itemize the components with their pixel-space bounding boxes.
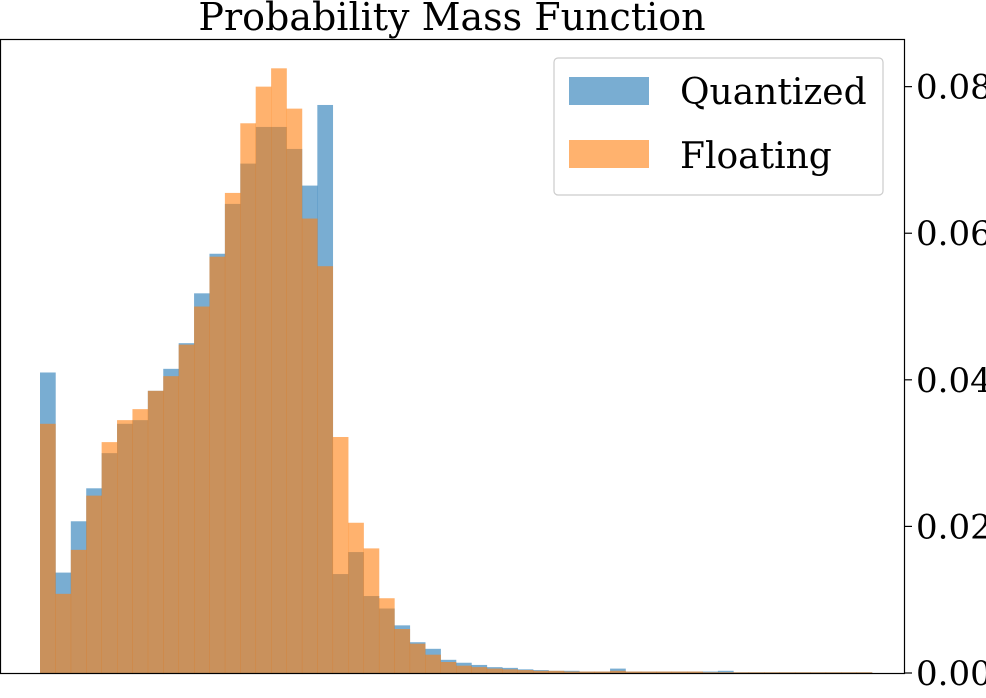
bar-floating-14 [255,86,272,673]
y-tick-label: 0.02 [916,507,986,547]
bar-floating-4 [101,442,118,673]
bar-floating-28 [471,667,488,673]
y-tick-label: 0.08 [916,68,986,108]
bar-floating-9 [178,344,195,673]
bar-floating-20 [348,522,364,673]
bar-floating-26 [440,662,457,673]
bar-floating-37 [610,670,626,673]
bar-floating-16 [286,108,303,673]
bar-floating-5 [117,420,133,673]
bar-floating-31 [517,670,534,673]
bar-floating-34 [563,671,580,673]
legend: Quantized Floating [553,57,884,196]
bar-floating-12 [224,192,241,674]
bar-floating-2 [70,549,87,673]
bar-floating-3 [86,495,102,673]
bar-floating-35 [579,671,595,673]
bar-floating-32 [533,670,549,673]
bar-floating-15 [271,68,287,673]
y-tick-label: 0.00 [916,654,986,694]
legend-swatch-quantized [569,77,649,105]
bar-floating-29 [486,668,503,673]
y-tick-label: 0.06 [916,214,986,254]
bar-floating-41 [671,671,688,673]
bar-floating-1 [55,593,72,673]
bar-floating-50 [810,672,827,673]
bar-floating-38 [625,671,642,673]
bar-floating-52 [841,672,857,673]
bar-floating-13 [240,123,257,674]
bar-floating-19 [332,436,349,673]
bar-floating-23 [394,629,411,673]
bar-floating-21 [363,548,380,673]
bar-floating-53 [856,672,873,673]
bar-floating-6 [132,409,149,673]
bar-floating-25 [425,654,441,673]
bar-floating-40 [656,671,673,673]
bar-floating-43 [702,672,719,673]
chart-title: Probability Mass Function [198,0,705,39]
y-axis: 0.00 0.02 0.04 0.06 0.08 [904,68,986,694]
plot-frame [0,38,906,675]
bar-floating-17 [301,218,318,673]
bar-floating-8 [163,376,179,673]
bar-floating-18 [317,266,334,673]
bar-floating-30 [502,669,518,673]
bar-floating-42 [687,671,703,673]
bar-floating-39 [640,671,657,673]
bar-floating-0 [40,423,56,673]
y-tick-label: 0.04 [916,361,986,401]
bar-floating-11 [209,256,226,673]
bar-floating-45 [733,672,750,673]
bar-quantized-44 [717,670,734,673]
bar-floating-49 [794,672,811,673]
legend-label-quantized: Quantized [680,72,867,113]
bar-floating-47 [764,672,780,673]
bar-floating-36 [594,671,611,673]
bar-floating-27 [456,665,472,673]
bar-floating-7 [147,390,164,673]
bar-floating-24 [409,643,426,673]
bar-floating-33 [548,670,565,673]
bar-floating-44 [717,672,734,673]
legend-label-floating: Floating [680,136,832,177]
legend-swatch-floating [569,140,649,168]
bar-floating-51 [825,672,842,673]
bars-layer [40,68,873,674]
bar-floating-46 [748,672,765,673]
bar-quantized-43 [702,671,719,673]
bar-floating-10 [194,306,210,673]
bar-floating-48 [779,672,796,673]
bar-floating-22 [378,598,395,673]
